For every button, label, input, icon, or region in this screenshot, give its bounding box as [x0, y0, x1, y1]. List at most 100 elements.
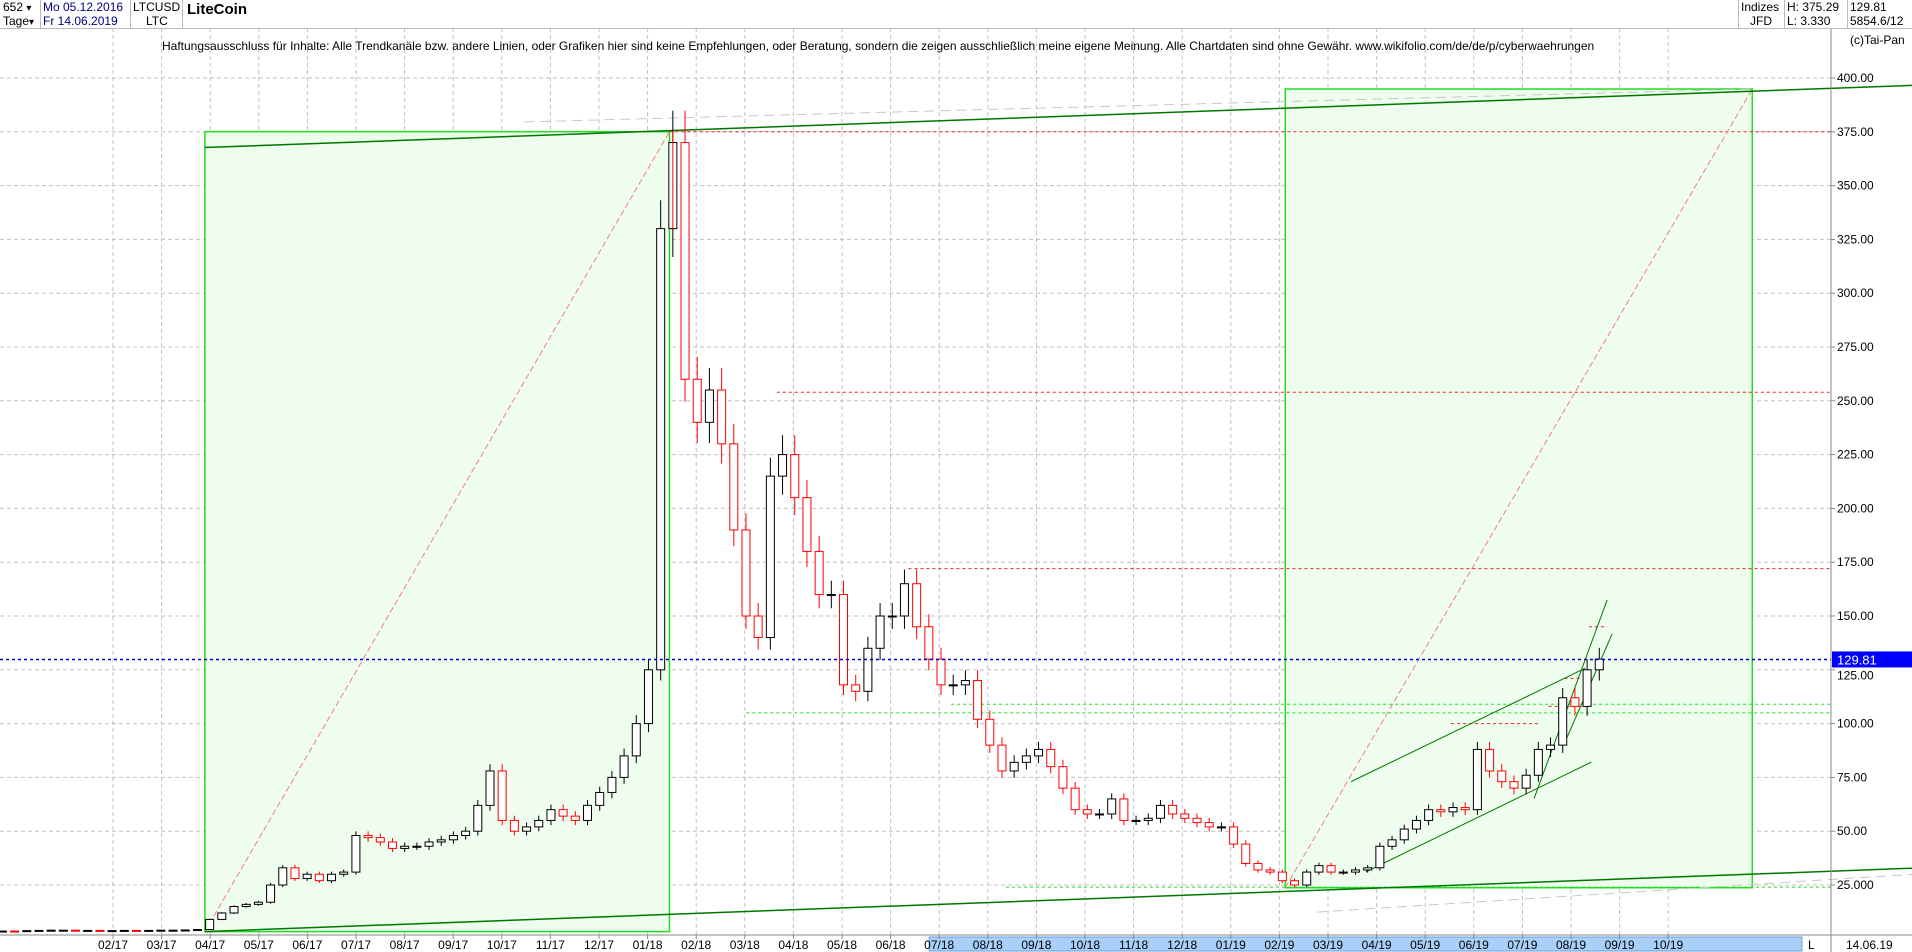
candle	[1509, 781, 1519, 789]
x-tick-label: 08/17	[390, 938, 420, 952]
candle	[863, 647, 873, 692]
y-tick-label: 25.000	[1837, 878, 1874, 892]
candle	[1192, 817, 1202, 824]
candle	[1009, 761, 1019, 772]
chevron-down-icon: ▾	[29, 17, 35, 28]
channel-line	[1365, 761, 1592, 873]
bars-selector[interactable]: 652 ▾	[3, 0, 31, 16]
y-tick-label: 150.00	[1837, 609, 1874, 623]
candle	[826, 593, 836, 596]
candle	[1034, 748, 1044, 757]
start-date[interactable]: Mo 05.12.2016	[43, 0, 124, 14]
candle	[1436, 809, 1446, 813]
candle	[1460, 807, 1470, 811]
disclaimer-text: Haftungsausschluss für Inhalte: Alle Tre…	[162, 39, 1595, 53]
candle	[1485, 748, 1495, 772]
candle	[558, 809, 568, 817]
candle	[424, 841, 434, 847]
candle	[339, 871, 349, 875]
x-tick-label: 01/19	[1216, 938, 1246, 952]
candle	[607, 776, 617, 793]
candle	[985, 718, 995, 746]
y-tick-label: 250.00	[1837, 394, 1874, 408]
candle	[497, 770, 507, 821]
candle	[1021, 755, 1031, 763]
candle	[839, 593, 849, 686]
y-tick-label: 400.00	[1837, 71, 1874, 85]
x-tick-label: 07/19	[1507, 938, 1537, 952]
candle	[1253, 862, 1263, 871]
x-tick-label: 08/19	[1556, 938, 1586, 952]
x-tick-label: 07/18	[924, 938, 954, 952]
candle	[1375, 845, 1385, 869]
x-tick-label: 05/19	[1410, 938, 1440, 952]
candle	[851, 684, 861, 692]
candle	[619, 755, 629, 778]
x-tick-label: 10/17	[487, 938, 517, 952]
x-end-date: 14.06.19	[1846, 938, 1893, 952]
candle	[71, 929, 81, 932]
candle	[205, 918, 215, 931]
candle	[1338, 871, 1348, 874]
candle	[1180, 813, 1190, 819]
end-date[interactable]: Fr 14.06.2019	[43, 14, 118, 28]
candle	[1204, 822, 1214, 828]
candle	[912, 583, 922, 628]
symbol: LTCUSD	[133, 0, 181, 14]
candle	[95, 929, 105, 932]
copyright: (c)Tai-Pan	[1850, 33, 1905, 47]
x-tick-label: 05/18	[827, 938, 857, 952]
x-tick-label: 09/17	[438, 938, 468, 952]
candle	[119, 929, 129, 932]
trend-line-upper	[204, 84, 1912, 149]
exchange: JFD	[1750, 14, 1772, 28]
x-scrollbar-thumb	[928, 936, 1803, 952]
x-tick-label: 10/18	[1070, 938, 1100, 952]
candle	[936, 658, 946, 686]
candle	[1241, 843, 1251, 864]
y-tick-label: 75.00	[1837, 770, 1867, 784]
y-tick-label: 175.00	[1837, 555, 1874, 569]
x-tick-label: 09/19	[1605, 938, 1635, 952]
candle	[802, 497, 812, 552]
candle	[1290, 880, 1300, 886]
candle	[1411, 819, 1421, 830]
candle	[1521, 774, 1531, 789]
candle	[1497, 770, 1507, 783]
candle	[1107, 798, 1117, 815]
candle	[278, 867, 288, 886]
candle	[156, 929, 166, 932]
candle	[1363, 867, 1373, 871]
candle	[290, 867, 300, 880]
y-tick-label: 125.00	[1837, 668, 1874, 682]
candle	[1399, 828, 1409, 841]
candle	[34, 929, 44, 932]
x-tick-label: 06/18	[876, 938, 906, 952]
symbol-short: LTC	[146, 14, 168, 28]
candle	[924, 626, 934, 660]
bars-count: 652	[3, 0, 24, 14]
x-tick-label: 06/19	[1459, 938, 1489, 952]
candle	[314, 873, 324, 882]
candle	[1558, 697, 1568, 746]
period-selector[interactable]: Tage▾	[3, 14, 34, 30]
y-tick-label: 50.00	[1837, 824, 1867, 838]
candle	[717, 389, 727, 445]
candle	[570, 815, 580, 821]
y-tick-label: 350.00	[1837, 179, 1874, 193]
candle	[704, 389, 714, 423]
y-tick-label: 225.00	[1837, 448, 1874, 462]
candle	[266, 884, 276, 903]
candle	[729, 443, 739, 531]
candle	[1582, 669, 1592, 707]
candle	[10, 930, 20, 933]
channel-line	[1350, 667, 1586, 783]
extra-value: 5854.6/12	[1850, 14, 1904, 28]
candle	[302, 873, 312, 880]
x-tick-label: 02/18	[681, 938, 711, 952]
candle	[1131, 819, 1141, 822]
x-tick-label: 11/18	[1119, 938, 1148, 952]
candle	[741, 529, 751, 617]
x-scroll-toggle[interactable]: L	[1808, 938, 1815, 952]
